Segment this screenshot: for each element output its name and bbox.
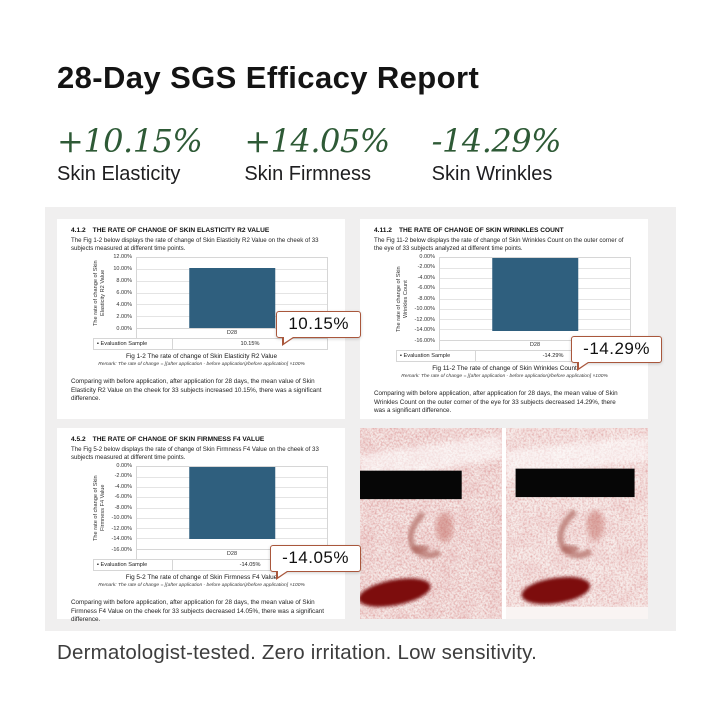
stat-firmness-value: +14.05%: [244, 122, 390, 160]
stat-firmness-label: Skin Firmness: [244, 163, 372, 185]
stat-elasticity-label: Skin Elasticity: [57, 163, 181, 185]
analysis-text: Comparing with before application, after…: [71, 377, 322, 403]
figure-caption: Fig 5-2 The rate of change of Skin Firmn…: [125, 574, 278, 582]
y-tick-label: -2.00%: [114, 473, 132, 480]
analysis-text: Comparing with before application, after…: [71, 598, 324, 624]
y-axis-label: The rate of change of Skin Elasticity R2…: [93, 259, 106, 326]
section-heading: 4.11.2 THE RATE OF CHANGE OF SKIN WRINKL…: [374, 227, 635, 234]
y-axis-ticks: 0.00% -2.00% -4.00% -6.00% -8.00% -10.00% -12.…: [409, 253, 439, 344]
figure-remark: Remark: The rate of change = [(after app…: [401, 373, 608, 379]
y-tick-label: 0.00%: [116, 325, 132, 332]
y-tick-label: -16.00%: [111, 546, 133, 553]
y-tick-label: 4.00%: [116, 301, 132, 308]
y-tick-label: 2.00%: [116, 313, 132, 320]
chart-firmness: The rate of change of Skin Firmness F4 V…: [93, 462, 328, 571]
legend-label: ▪ Evaluation Sample: [94, 338, 173, 349]
y-tick-label: -4.00%: [114, 483, 132, 490]
callout-bubble: 10.15%: [276, 311, 361, 346]
legend-label: ▪ Evaluation Sample: [94, 559, 173, 570]
section-number: 4.11.2: [374, 227, 392, 234]
y-tick-label: -8.00%: [417, 295, 435, 302]
stat-wrinkles: -14.29% Skin Wrinkles: [432, 122, 572, 186]
censor-bar: [515, 468, 635, 498]
page-title: 28-Day SGS Efficacy Report: [57, 60, 480, 95]
y-axis-ticks: 0.00% -2.00% -4.00% -6.00% -8.00% -10.00% -12.…: [106, 462, 136, 553]
stat-wrinkles-value: -14.29%: [431, 122, 562, 160]
bar-D28: [492, 257, 578, 331]
chart-intro-text: The Fig 5-2 below displays the rate of c…: [71, 445, 319, 462]
y-tick-label: 0.00%: [116, 462, 132, 469]
y-tick-label: 10.00%: [113, 265, 132, 272]
y-tick-label: 6.00%: [116, 289, 132, 296]
y-tick-label: -12.00%: [111, 525, 133, 532]
plot-area: [439, 256, 631, 341]
y-tick-label: -4.00%: [417, 274, 435, 281]
y-axis-ticks: 12.00% 10.00% 8.00% 6.00% 4.00% 2.00% 0.00%: [106, 253, 136, 332]
plot-area: [136, 465, 328, 550]
legend-marker-icon: ▪: [97, 340, 99, 347]
stat-elasticity-value: +10.15%: [57, 122, 203, 160]
y-tick-label: 0.00%: [419, 253, 435, 260]
gridline: [137, 538, 327, 540]
sgs-report-panel: 4.1.2 THE RATE OF CHANGE OF SKIN ELASTIC…: [45, 207, 676, 631]
section-title: THE RATE OF CHANGE OF SKIN WRINKLES COUN…: [398, 227, 564, 234]
y-tick-label: -10.00%: [414, 306, 436, 313]
chart-card-firmness: 4.5.2 THE RATE OF CHANGE OF SKIN FIRMNES…: [57, 428, 361, 623]
legend-value: -14.05%: [239, 561, 261, 568]
figure-remark: Remark: The rate of change = [(after app…: [98, 582, 305, 588]
censor-bar: [360, 470, 462, 500]
stat-elasticity: +10.15% Skin Elasticity: [57, 122, 203, 186]
chart-plot-row: The rate of change of Skin Firmness F4 V…: [93, 462, 328, 553]
y-tick-label: -16.00%: [414, 337, 436, 344]
chart-card-wrinkles: 4.11.2 THE RATE OF CHANGE OF SKIN WRINKL…: [360, 219, 662, 419]
bar-D28: [189, 268, 275, 328]
y-tick-label: -12.00%: [414, 316, 436, 323]
section-number: 4.5.2: [71, 436, 86, 443]
bar-D28: [189, 466, 275, 539]
legend-row: ▪ Evaluation Sample 10.15%: [93, 337, 328, 350]
y-tick-label: -2.00%: [417, 264, 435, 271]
legend-marker-icon: ▪: [400, 352, 402, 359]
y-tick-label: -14.00%: [111, 536, 133, 543]
chart-intro-text: The Fig 1-2 below displays the rate of c…: [71, 236, 319, 253]
stats-row: +10.15% Skin Elasticity +14.05% Skin Fir…: [57, 122, 572, 186]
callout-bubble: -14.05%: [270, 545, 361, 580]
section-number: 4.1.2: [71, 227, 86, 234]
y-tick-label: 8.00%: [116, 277, 132, 284]
y-tick-label: -6.00%: [417, 285, 435, 292]
y-tick-label: -6.00%: [114, 494, 132, 501]
legend-value: -14.29%: [542, 352, 564, 359]
y-tick-label: -14.00%: [414, 327, 436, 334]
figure-caption: Fig 11-2 The rate of change of Skin Wrin…: [432, 365, 577, 373]
figure-caption: Fig 1-2 The rate of change of Skin Elast…: [125, 353, 278, 361]
chart-plot-row: The rate of change of Skin Wrinkles Coun…: [396, 253, 631, 344]
stat-wrinkles-label: Skin Wrinkles: [431, 163, 553, 185]
chart-wrinkles: The rate of change of Skin Wrinkles Coun…: [396, 253, 631, 362]
y-tick-label: 12.00%: [113, 253, 132, 260]
before-after-photos: [360, 428, 648, 619]
section-title: THE RATE OF CHANGE OF SKIN FIRMNESS F4 V…: [92, 436, 265, 443]
chart-intro-text: The Fig 11-2 below displays the rate of …: [374, 236, 624, 253]
y-axis-label: The rate of change of Skin Firmness F4 V…: [93, 474, 106, 541]
legend-marker-icon: ▪: [97, 561, 99, 568]
chart-card-elasticity: 4.1.2 THE RATE OF CHANGE OF SKIN ELASTIC…: [57, 219, 361, 419]
footer-claims-text: Dermatologist-tested. Zero irritation. L…: [57, 641, 538, 664]
face-photo-after: [506, 428, 648, 619]
analysis-text: Comparing with before application, after…: [374, 389, 618, 415]
figure-remark: Remark: The rate of change = [(after app…: [98, 361, 305, 367]
legend-value: 10.15%: [240, 340, 260, 347]
section-heading: 4.1.2 THE RATE OF CHANGE OF SKIN ELASTIC…: [71, 227, 332, 234]
callout-bubble: -14.29%: [571, 336, 662, 371]
y-tick-label: -10.00%: [111, 515, 133, 522]
section-heading: 4.5.2 THE RATE OF CHANGE OF SKIN FIRMNES…: [71, 436, 332, 443]
stat-firmness: +14.05% Skin Firmness: [244, 122, 390, 186]
face-photo-before: [360, 428, 502, 619]
y-tick-label: -8.00%: [114, 504, 132, 511]
legend-label: ▪ Evaluation Sample: [397, 350, 476, 361]
section-title: THE RATE OF CHANGE OF SKIN ELASTICITY R2…: [92, 227, 270, 234]
y-axis-label: The rate of change of Skin Wrinkles Coun…: [396, 265, 409, 332]
